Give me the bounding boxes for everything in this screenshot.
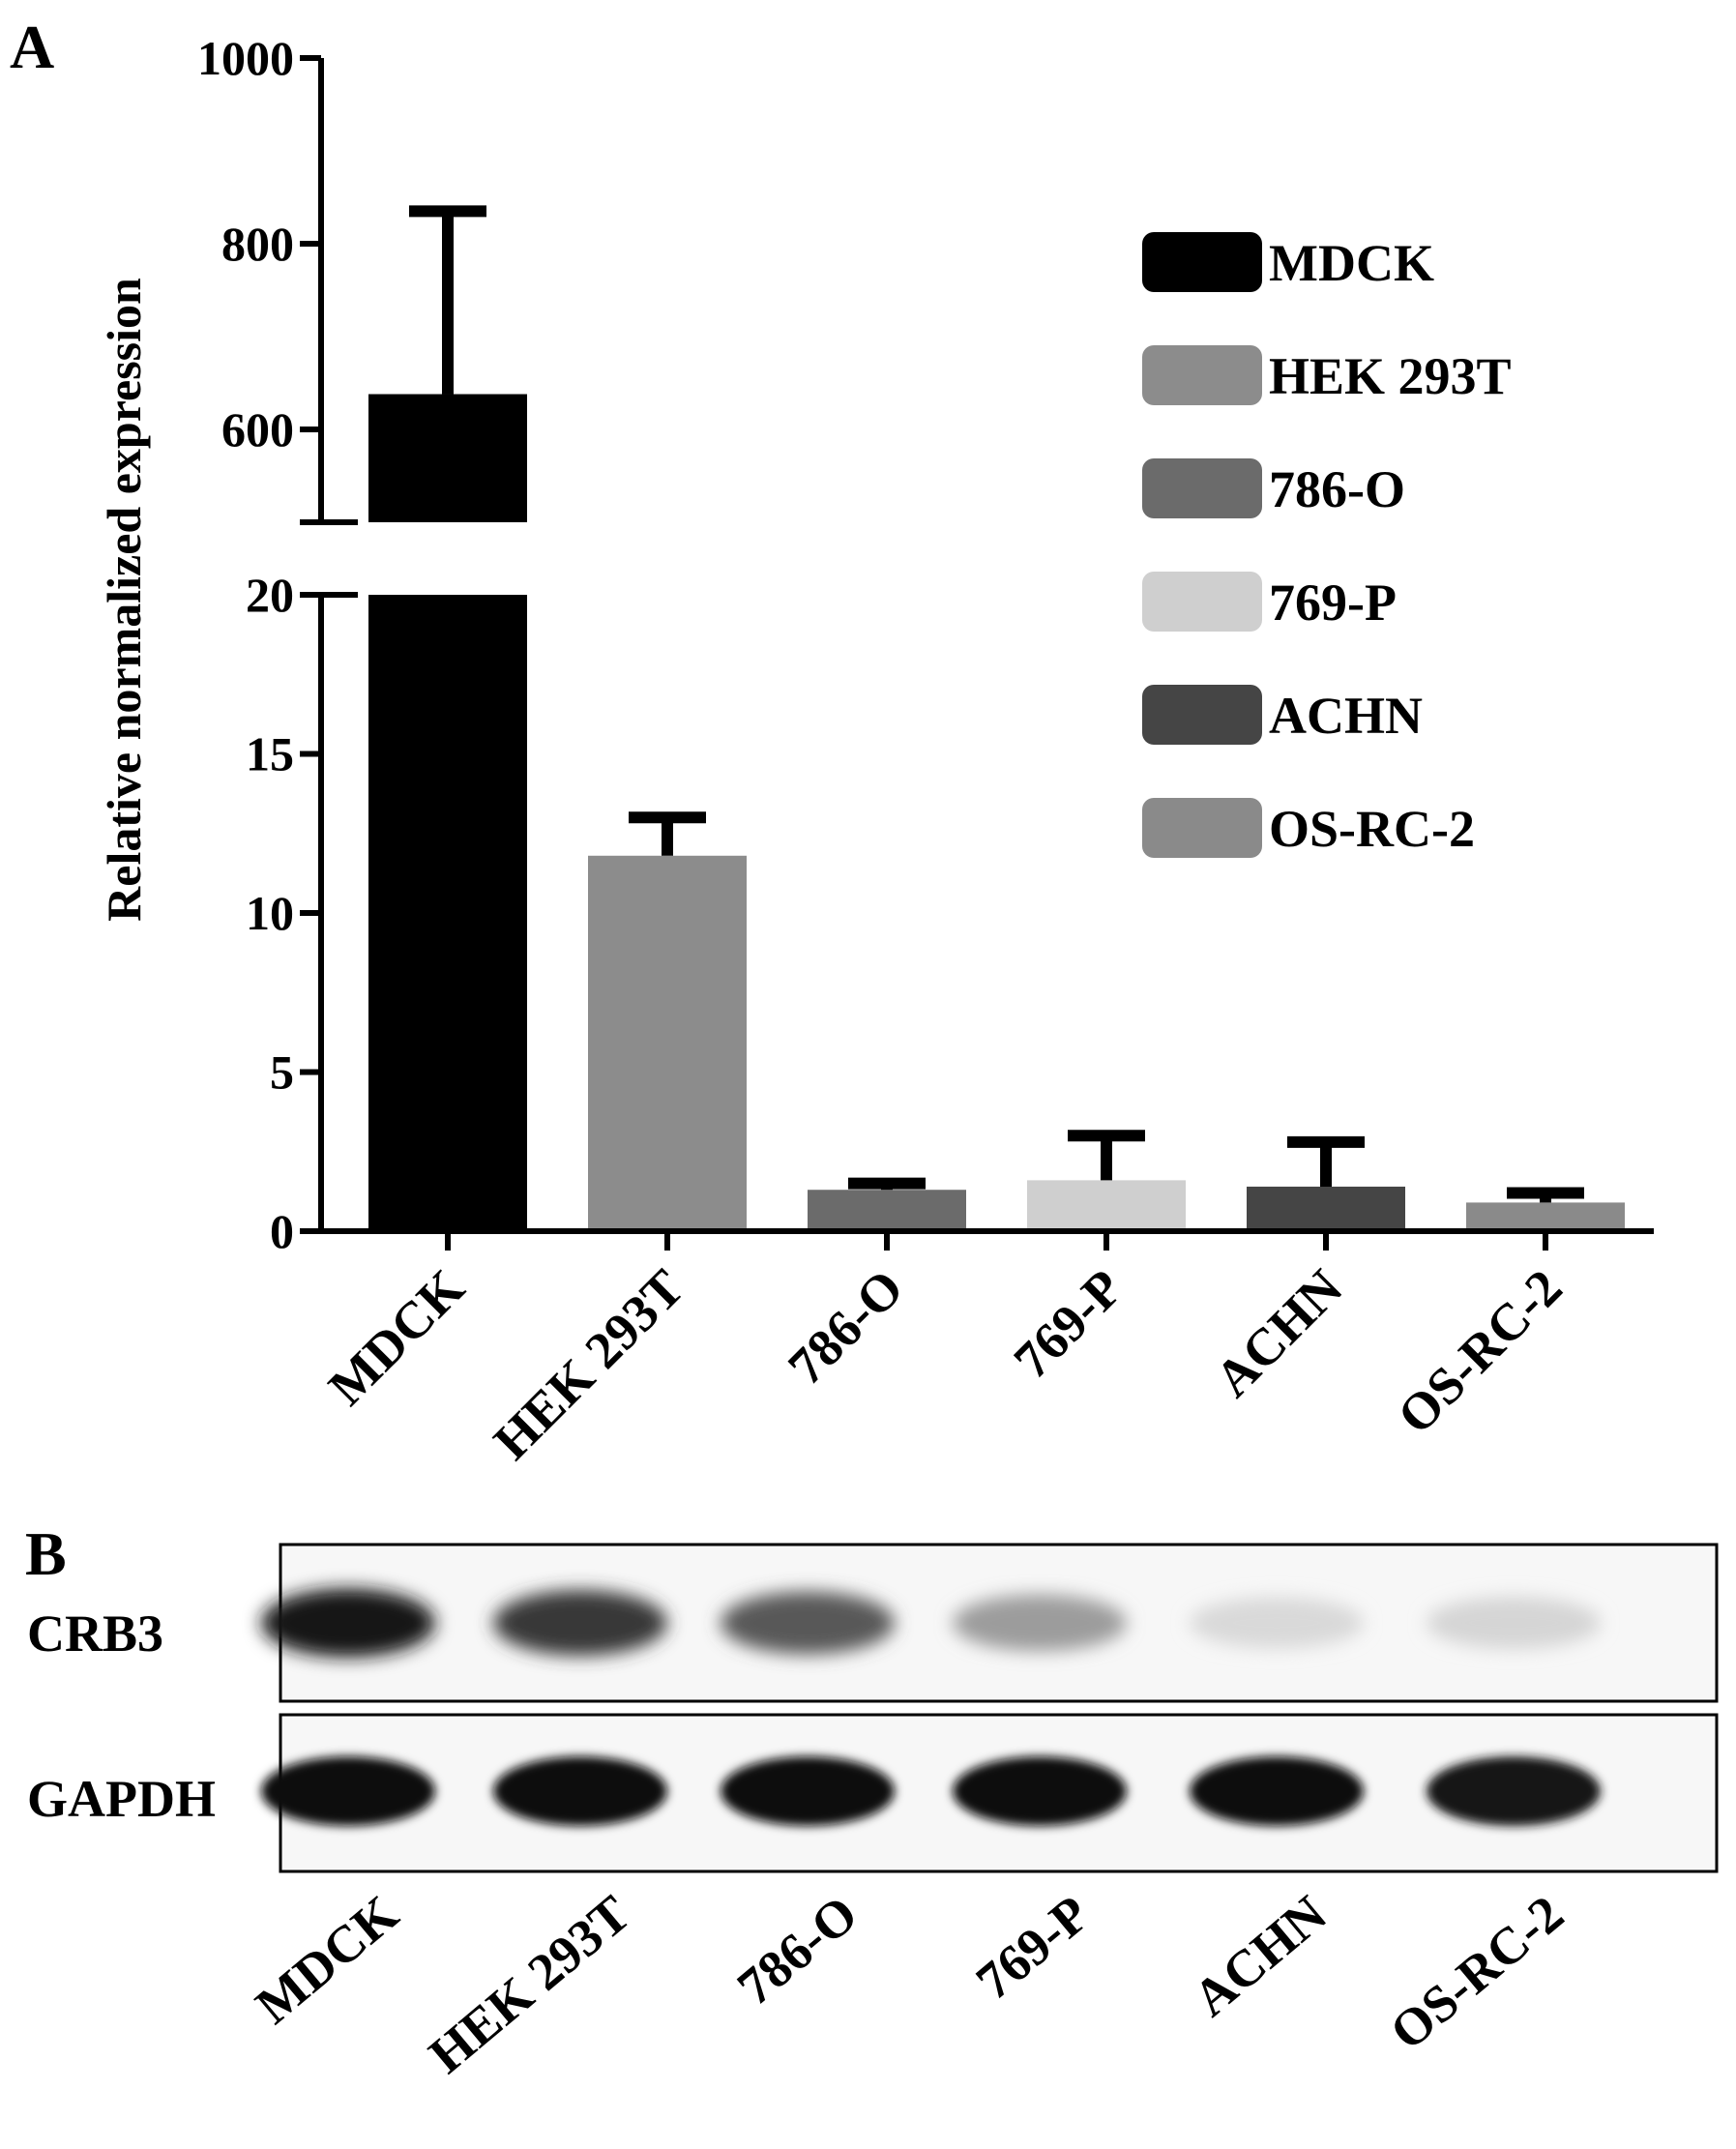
blot-lane-label-mdck: MDCK (245, 1884, 409, 2035)
band-gapdh-786-o (721, 1756, 895, 1826)
panel-label-b: B (25, 1519, 67, 1588)
bar-786-o (808, 1190, 966, 1231)
band-crb3-786-o (721, 1591, 895, 1655)
legend-swatch-hek-293t (1142, 345, 1262, 405)
legend-label-mdck: MDCK (1269, 234, 1434, 292)
band-crb3-achn (1190, 1597, 1364, 1649)
bar-hek-293t (588, 855, 747, 1231)
y-tick-label-15: 15 (246, 727, 294, 781)
axes-group: 0 5 10 15 20 600 800 1000 (197, 31, 1654, 1258)
blot-row-label-crb3: CRB3 (27, 1604, 163, 1663)
blot-lane-label-786-o: 786-O (726, 1884, 868, 2017)
bar-769-p (1027, 1180, 1186, 1231)
legend-label-769-p: 769-P (1269, 574, 1397, 632)
blot-bands (261, 1588, 1601, 1826)
blot-lane-label-hek-293t: HEK 293T (418, 1884, 640, 2084)
x-tick-label-os-rc-2: OS-RC-2 (1386, 1258, 1573, 1445)
y-axis-title: Relative normalized expression (97, 278, 151, 922)
legend-swatch-786-o (1142, 458, 1262, 518)
x-tick-label-hek-293t: HEK 293T (483, 1258, 695, 1471)
blot-lane-label-769-p: 769-P (965, 1884, 1101, 2011)
x-tick-label-769-p: 769-P (1003, 1258, 1134, 1390)
legend-label-hek-293t: HEK 293T (1269, 347, 1512, 405)
x-tick-label-786-o: 786-O (777, 1258, 914, 1396)
band-crb3-os-rc-2 (1427, 1597, 1601, 1649)
x-tick-label-mdck: MDCK (317, 1258, 475, 1416)
x-tick-label-achn: ACHN (1204, 1258, 1354, 1408)
legend-label-os-rc-2: OS-RC-2 (1269, 800, 1475, 858)
bars-group (368, 394, 1625, 1231)
western-blot: CRB3 GAPDH MDCK HEK 293T 786-O 769-P ACHN OS-… (27, 1543, 1719, 2084)
legend-swatch-os-rc-2 (1142, 798, 1262, 858)
y-tick-label-5: 5 (270, 1045, 294, 1100)
y-tick-label-800: 800 (221, 217, 294, 271)
bar-mdck-upper (368, 394, 527, 522)
x-tick-labels: MDCK HEK 293T 786-O 769-P ACHN OS-RC-2 (317, 1258, 1573, 1471)
legend-label-achn: ACHN (1269, 687, 1423, 745)
band-gapdh-hek-293t (493, 1756, 667, 1826)
blot-lane-label-achn: ACHN (1182, 1884, 1337, 2027)
legend-swatch-achn (1142, 685, 1262, 745)
y-tick-label-0: 0 (270, 1204, 294, 1258)
y-tick-label-1000: 1000 (197, 31, 294, 85)
blot-lane-labels: MDCK HEK 293T 786-O 769-P ACHN OS-RC-2 (245, 1884, 1574, 2084)
blot-row-label-gapdh: GAPDH (27, 1770, 216, 1828)
error-bars-group (409, 205, 1584, 1203)
band-gapdh-os-rc-2 (1427, 1756, 1601, 1826)
legend-label-786-o: 786-O (1269, 460, 1405, 518)
legend: MDCK HEK 293T 786-O 769-P ACHN OS-RC-2 (1142, 232, 1512, 858)
bar-os-rc-2 (1466, 1202, 1625, 1231)
band-gapdh-mdck (261, 1756, 435, 1826)
bar-mdck-lower (368, 595, 527, 1231)
y-tick-label-600: 600 (221, 402, 294, 456)
band-crb3-hek-293t (493, 1590, 667, 1656)
band-gapdh-achn (1190, 1756, 1364, 1826)
y-tick-label-10: 10 (246, 886, 294, 940)
bar-achn (1247, 1186, 1405, 1231)
band-crb3-769-p (953, 1594, 1127, 1652)
y-tick-label-20: 20 (246, 568, 294, 622)
panel-label-a: A (10, 13, 54, 81)
legend-swatch-769-p (1142, 572, 1262, 632)
legend-swatch-mdck (1142, 232, 1262, 292)
blot-lane-label-os-rc-2: OS-RC-2 (1379, 1884, 1574, 2061)
band-gapdh-769-p (953, 1756, 1127, 1826)
band-crb3-mdck (261, 1588, 435, 1658)
